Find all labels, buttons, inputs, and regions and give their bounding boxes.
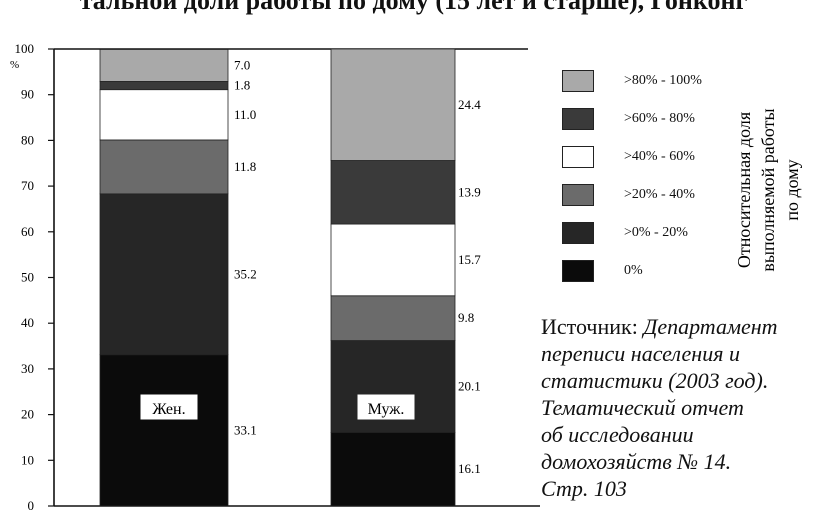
y-tick-label: 0 xyxy=(28,498,35,513)
y-tick-label: 90 xyxy=(21,87,34,102)
data-label: 15.7 xyxy=(458,252,481,267)
bar-segment xyxy=(99,81,229,91)
data-label: 1.8 xyxy=(234,78,250,93)
legend-item: >60% - 80% xyxy=(562,100,732,138)
source-line: Тематический отчет xyxy=(541,395,744,420)
category-label: Муж. xyxy=(357,394,415,420)
legend-item: 0% xyxy=(562,252,732,290)
bar-segment xyxy=(330,48,456,161)
legend-side-label-line: по дому xyxy=(782,159,802,220)
y-tick-label: 40 xyxy=(21,315,34,330)
source-prefix: Источник: xyxy=(541,314,644,339)
legend: >80% - 100% >60% - 80% >40% - 60% >20% - 40… xyxy=(562,62,732,290)
bar-segment xyxy=(99,354,229,507)
y-tick-label: 60 xyxy=(21,224,34,239)
y-tick-label: 20 xyxy=(21,407,34,422)
data-label: 24.4 xyxy=(458,97,481,112)
legend-item: >20% - 40% xyxy=(562,176,732,214)
data-label: 11.0 xyxy=(234,107,256,122)
y-tick-label: 10 xyxy=(21,452,34,467)
source-line: Стр. 103 xyxy=(541,476,627,501)
category-label: Жен. xyxy=(140,394,198,420)
data-label: 13.9 xyxy=(458,184,481,199)
legend-side-label: Относительная доля выполняемой работы по д… xyxy=(730,83,826,298)
bar-segment xyxy=(330,295,456,341)
source-line: домохозяйств № 14. xyxy=(541,449,732,474)
data-label: 11.8 xyxy=(234,159,256,174)
source-line: Департамент xyxy=(643,314,778,339)
bar-segment xyxy=(330,432,456,507)
category-label-box xyxy=(140,394,198,420)
category-label-text: Муж. xyxy=(368,401,405,418)
y-tick-label: 70 xyxy=(21,178,34,193)
legend-label: >20% - 40% xyxy=(624,187,695,202)
legend-label: >40% - 60% xyxy=(624,149,695,164)
legend-item: >40% - 60% xyxy=(562,138,732,176)
data-label: 35.2 xyxy=(234,266,257,281)
data-label: 20.1 xyxy=(458,378,481,393)
legend-swatch xyxy=(562,146,594,168)
y-tick-label: 100 xyxy=(15,41,35,56)
source-note: Источник: Департамент переписи населения… xyxy=(541,313,827,502)
legend-swatch xyxy=(562,184,594,206)
legend-side-label-line: выполняемой работы xyxy=(758,108,778,271)
source-line: об исследовании xyxy=(541,422,694,447)
bar-segment xyxy=(99,139,229,195)
legend-swatch xyxy=(562,108,594,130)
source-line: переписи населения и xyxy=(541,341,740,366)
chart-title: тальной доли работы по дому (15 лет и ст… xyxy=(79,0,748,15)
category-label-text: Жен. xyxy=(152,401,185,418)
y-tick-label: 80 xyxy=(21,132,34,147)
category-label-box xyxy=(357,394,415,420)
y-tick-label: 50 xyxy=(21,270,34,285)
bar-segment xyxy=(99,49,229,82)
legend-side-label-line: Относительная доля xyxy=(734,112,754,268)
data-label: 9.8 xyxy=(458,310,474,325)
data-label: 33.1 xyxy=(234,422,257,437)
bar-segment xyxy=(330,160,456,225)
bar-segment xyxy=(99,89,229,141)
y-axis-unit: % xyxy=(10,59,19,71)
legend-label: >60% - 80% xyxy=(624,111,695,126)
legend-swatch xyxy=(562,70,594,92)
bar-segment xyxy=(330,223,456,297)
legend-label: 0% xyxy=(624,263,643,278)
bar-segment xyxy=(99,193,229,356)
legend-item: >80% - 100% xyxy=(562,62,732,100)
legend-swatch xyxy=(562,222,594,244)
data-label: 7.0 xyxy=(234,57,250,72)
legend-label: >0% - 20% xyxy=(624,225,688,240)
y-tick-label: 30 xyxy=(21,361,34,376)
legend-label: >80% - 100% xyxy=(624,73,702,88)
legend-swatch xyxy=(562,260,594,282)
legend-item: >0% - 20% xyxy=(562,214,732,252)
data-label: 16.1 xyxy=(458,461,481,476)
source-line: статистики (2003 год). xyxy=(541,368,769,393)
